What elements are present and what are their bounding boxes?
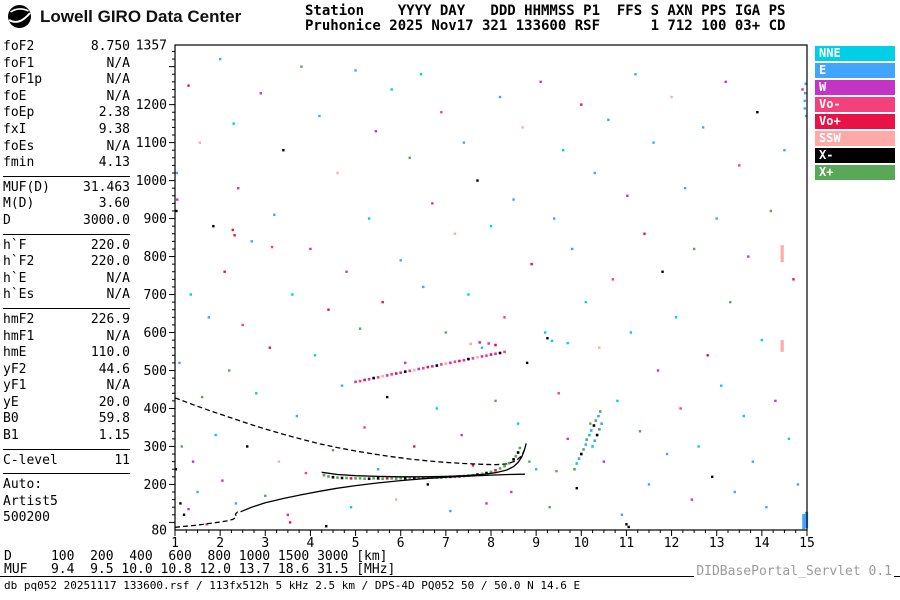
param-d: D 3000.0 (3, 212, 130, 228)
legend-w: W (815, 80, 895, 95)
param-ye: yE 20.0 (3, 394, 130, 410)
y-tick-label: 400 (144, 402, 167, 417)
x-tick-label: 2 (216, 536, 224, 551)
param-auto: Auto: (3, 477, 43, 493)
x-tick-label: 6 (397, 536, 405, 551)
axis-ticks: 1 2 3 4 5 6 7 8 9 10 11 12 13 14 151357120011001000900… (136, 39, 815, 552)
x-tick-label: 15 (799, 536, 815, 551)
param-fof1p: foF1p N/A (3, 72, 130, 88)
y-tick-label: 80 (151, 524, 167, 539)
o-trace-fit (321, 443, 527, 478)
x-tick-label: 7 (442, 536, 450, 551)
virtual-trace-extrapolated (174, 397, 525, 466)
legend-nne: NNE (815, 46, 895, 61)
footer-divider (0, 576, 900, 577)
giro-logo-icon (8, 5, 31, 28)
muf-table-d-row: D 100 200 400 600 800 1000 1500 3000 [km… (4, 549, 388, 564)
y-tick-label: 1100 (136, 136, 167, 151)
y-tick-label: 200 (144, 478, 167, 493)
interference-bars (780, 245, 809, 530)
param-artist5: Artist5 (3, 493, 58, 509)
panel-divider (3, 448, 130, 450)
x-tick-label: 10 (573, 536, 589, 551)
panel-divider (3, 473, 130, 475)
antenna-direction-legend: NNE E W Vo- Vo+ SSW X- X+ (815, 46, 895, 182)
param-fxi: fxI 9.38 (3, 121, 130, 137)
legend-vo-: Vo- (815, 97, 895, 112)
legend-vo+: Vo+ (815, 114, 895, 129)
y-tick-label: 600 (144, 326, 167, 341)
param-hf: h`F 220.0 (3, 237, 130, 253)
y-tick-label: 900 (144, 212, 167, 227)
x-tick-label: 3 (261, 536, 269, 551)
param-c-level: C-level 11 (3, 452, 130, 468)
panel-divider (3, 307, 130, 309)
echo-trace-points (322, 341, 603, 481)
station-header-values: Pruhonice 2025 Nov17 321 133600 RSF 1 71… (305, 18, 786, 34)
oblique-spread-echo (573, 410, 603, 471)
legend-ssw: SSW (815, 131, 895, 146)
muf-table-muf-row: MUF 9.4 9.5 10.0 10.8 12.0 13.7 18.6 31.… (4, 562, 396, 577)
x-tick-label: 4 (307, 536, 315, 551)
param-mufd: MUF(D) 31.463 (3, 179, 130, 195)
param-b1: B1 1.15 (3, 428, 130, 444)
param-hmf2: hmF2 226.9 (3, 311, 130, 327)
y-tick-label: 1200 (136, 98, 167, 113)
param-fof2: foF2 8.750 (3, 39, 130, 54)
y-tick-label: 1000 (136, 174, 167, 189)
y-tick-label: 800 (144, 250, 167, 265)
second-hop-echo (354, 341, 506, 384)
param-yf1: yF1 N/A (3, 378, 130, 394)
x-tick-label: 11 (619, 536, 635, 551)
param-b0: B0 59.8 (3, 411, 130, 427)
fitted-trace-lines (174, 397, 527, 528)
true-height-profile (240, 473, 525, 513)
param-he: h`E N/A (3, 270, 130, 286)
panel-divider (3, 175, 130, 177)
x-tick-label: 8 (487, 536, 495, 551)
param-md: M(D) 3.60 (3, 196, 130, 212)
param-hf2: h`F2 220.0 (3, 254, 130, 270)
param-500200: 500200 (3, 510, 50, 526)
param-hme: hmE 110.0 (3, 345, 130, 361)
y-tick-label: 700 (144, 288, 167, 303)
param-hes: h`Es N/A (3, 287, 130, 303)
param-foes: foEs N/A (3, 138, 130, 154)
param-yf2: yF2 44.6 (3, 361, 130, 377)
param-hmf1: hmF1 N/A (3, 328, 130, 344)
parameter-panel: foF2 8.750 foF1 N/A foF1p N/A foE N/A foEp 2.38 fx… (3, 39, 130, 527)
y-tick-label: 1357 (136, 39, 167, 54)
brand-title: Lowell GIRO Data Center (40, 6, 242, 26)
x-tick-label: 12 (664, 536, 680, 551)
x-tick-label: 13 (709, 536, 725, 551)
plot-frame (174, 44, 808, 531)
noise-points (174, 57, 808, 529)
y-tick-label: 300 (144, 440, 167, 455)
x-tick-label: 9 (532, 536, 540, 551)
param-foep: foEp 2.38 (3, 105, 130, 121)
legend-x+: X+ (815, 165, 895, 180)
param-fof1: foF1 N/A (3, 55, 130, 71)
y-tick-label: 500 (144, 364, 167, 379)
x-tick-label: 14 (754, 536, 770, 551)
giro-logo: Lowell GIRO Data Center (6, 3, 241, 30)
legend-e: E (815, 63, 895, 78)
measurement-info-line: db pq052 20251117 133600.rsf / 113fx512h… (4, 579, 581, 592)
legend-x-: X- (815, 148, 895, 163)
x-tick-label: 1 (171, 536, 179, 551)
station-header-columns: Station YYYY DAY DDD HHMMSS P1 FFS S AXN… (305, 3, 786, 19)
e-valley-profile (174, 511, 241, 528)
param-foe: foE N/A (3, 88, 130, 104)
panel-divider (3, 233, 130, 235)
x-tick-label: 5 (352, 536, 360, 551)
param-fmin: fmin 4.13 (3, 155, 130, 171)
servlet-version: DIDBasePortal_Servlet 0.1 (694, 564, 894, 579)
